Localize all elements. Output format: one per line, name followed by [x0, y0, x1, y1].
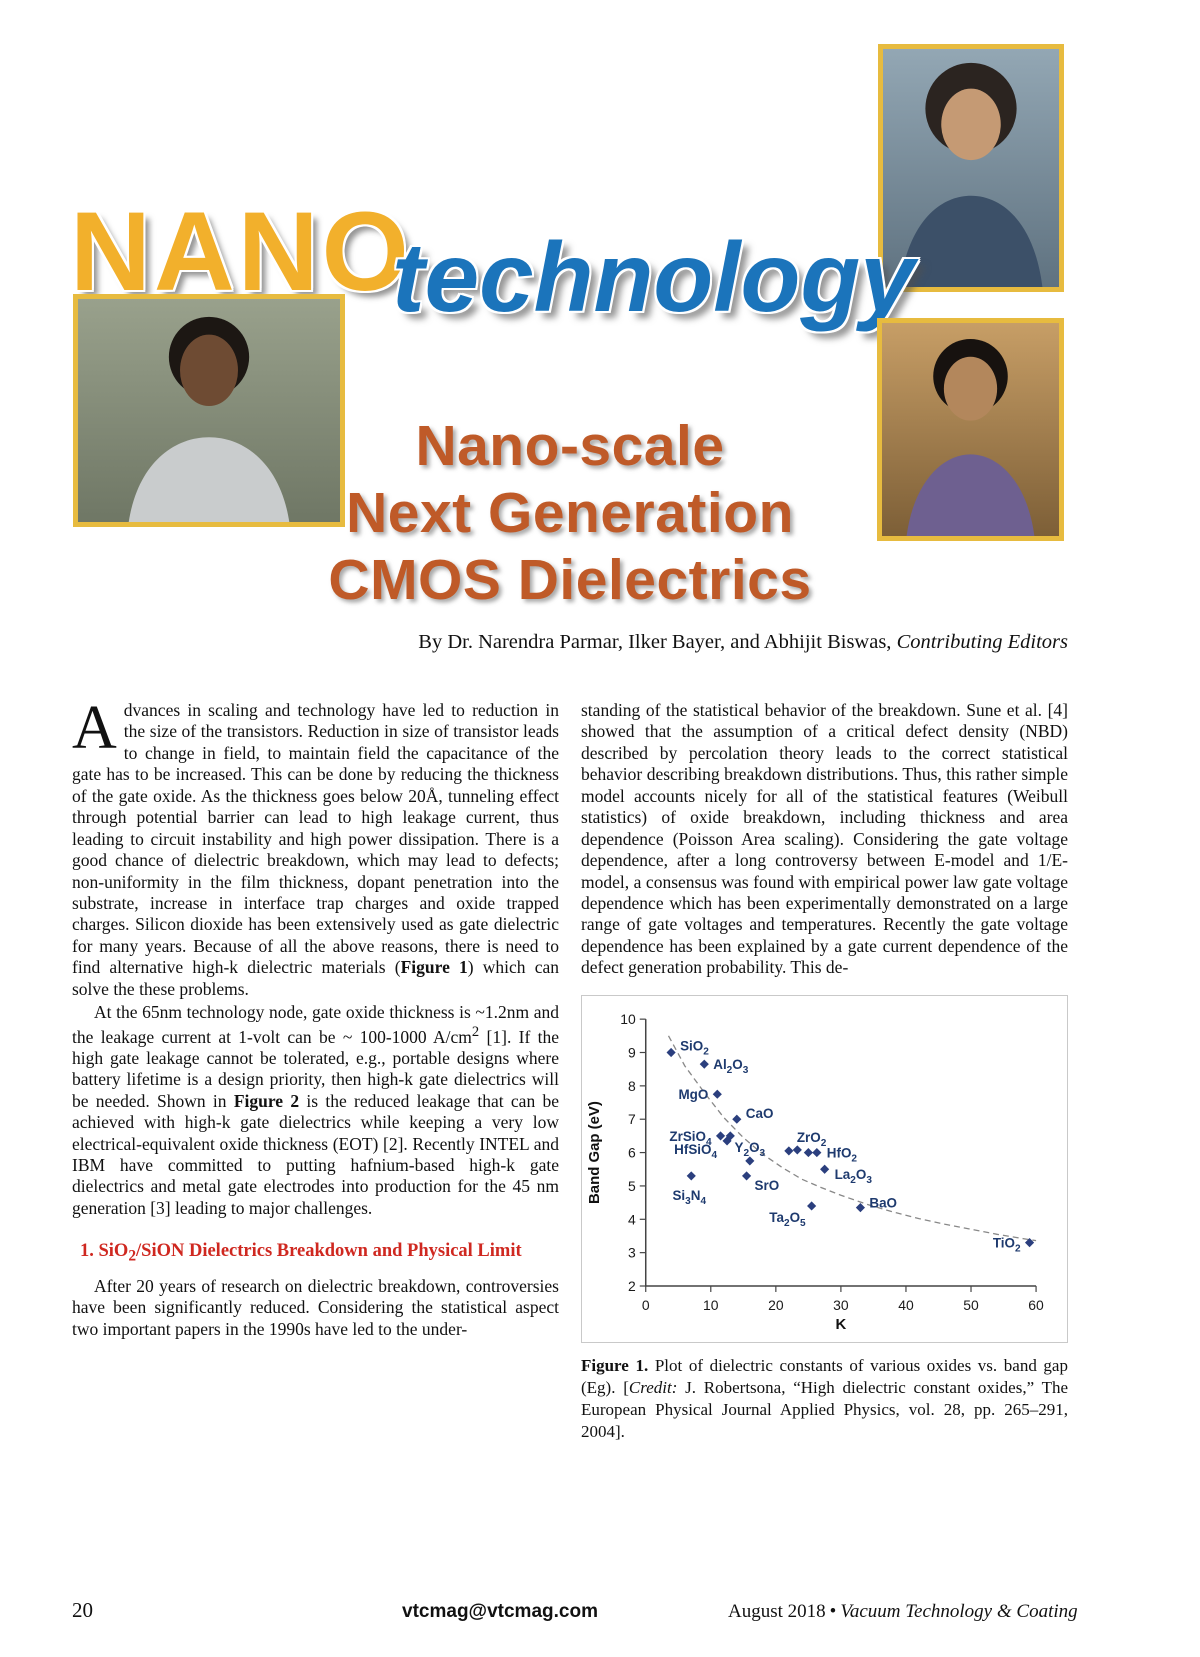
dropcap-a: A: [72, 694, 117, 762]
figure-1-caption: Figure 1. Plot of dielectric constants o…: [581, 1355, 1069, 1441]
svg-text:5: 5: [628, 1178, 636, 1194]
svg-text:Al2O3: Al2O3: [713, 1057, 749, 1076]
svg-text:HfSiO4: HfSiO4: [674, 1142, 717, 1161]
svg-text:0: 0: [642, 1297, 650, 1313]
svg-text:La2O3: La2O3: [835, 1167, 873, 1186]
portrait-placeholder: [882, 323, 1059, 536]
svg-text:SiO2: SiO2: [680, 1038, 709, 1057]
svg-text:3: 3: [628, 1244, 636, 1260]
svg-text:40: 40: [898, 1297, 914, 1313]
photo-contributor-top-right: [878, 44, 1064, 292]
article-title: Nano-scale Next Generation CMOS Dielectr…: [170, 413, 970, 614]
issue-info: August 2018 • Vacuum Technology & Coating: [728, 1601, 1078, 1623]
column-right: standing of the statistical behavior of …: [581, 700, 1068, 1443]
photo-contributor-bottom-right: [877, 318, 1064, 541]
svg-text:2: 2: [628, 1278, 636, 1294]
nanotechnology-logo-technology: technology: [392, 222, 915, 332]
band-gap-vs-k-scatter-chart: 2 3 4 5 6 7 8 9 10 0 10 20 30 40 50 60 Band Gap (eV) K SiO…: [586, 1011, 1044, 1333]
paragraph-1-text: dvances in scaling and technology have l…: [72, 700, 559, 999]
page-number: 20: [72, 1598, 93, 1622]
svg-text:MgO: MgO: [678, 1087, 708, 1102]
page-footer: 20 vtcmag@vtcmag.com August 2018 • Vacuum …: [72, 1598, 1078, 1623]
figure-1: 2 3 4 5 6 7 8 9 10 0 10 20 30 40 50 60 Band Gap (eV) K SiO…: [581, 994, 1068, 1343]
photo-contributor-left: [73, 294, 345, 527]
title-line-2: Next Generation: [346, 481, 794, 545]
magazine-name: Vacuum Technology & Coating: [840, 1601, 1078, 1622]
title-line-1: Nano-scale: [415, 414, 725, 478]
nanotechnology-logo-nano: NANO: [70, 189, 412, 314]
paragraph-3: After 20 years of research on dielectric…: [72, 1276, 559, 1339]
paragraph-2: At the 65nm technology node, gate oxide …: [72, 1002, 559, 1218]
svg-text:Si3N4: Si3N4: [672, 1188, 706, 1207]
svg-text:9: 9: [628, 1044, 636, 1060]
svg-text:ZrSiO4: ZrSiO4: [669, 1129, 712, 1148]
issue-date: August 2018: [728, 1601, 826, 1622]
svg-text:SrO: SrO: [755, 1178, 780, 1193]
bullet-separator: •: [829, 1601, 837, 1622]
svg-text:Band Gap (eV): Band Gap (eV): [586, 1101, 603, 1204]
svg-text:Y2O3: Y2O3: [735, 1140, 766, 1159]
svg-text:7: 7: [628, 1111, 636, 1127]
section-heading-1: 1. SiO2/SiON Dielectrics Breakdown and P…: [80, 1241, 522, 1266]
byline: By Dr. Narendra Parmar, Ilker Bayer, and…: [418, 631, 1068, 654]
svg-text:50: 50: [963, 1297, 979, 1313]
svg-text:K: K: [836, 1316, 847, 1333]
svg-text:BaO: BaO: [869, 1195, 897, 1210]
title-line-3: CMOS Dielectrics: [328, 548, 812, 612]
svg-text:HfO2: HfO2: [827, 1145, 858, 1164]
svg-text:Ta2O5: Ta2O5: [769, 1210, 806, 1229]
svg-text:30: 30: [833, 1297, 849, 1313]
svg-text:10: 10: [620, 1011, 636, 1027]
portrait-placeholder: [883, 49, 1059, 287]
svg-text:20: 20: [768, 1297, 784, 1313]
svg-text:TiO2: TiO2: [993, 1235, 1021, 1254]
svg-text:10: 10: [703, 1297, 719, 1313]
svg-text:8: 8: [628, 1078, 636, 1094]
portrait-placeholder: [78, 299, 340, 522]
paragraph-4: standing of the statistical behavior of …: [581, 700, 1068, 978]
byline-role: Contributing Editors: [896, 631, 1068, 653]
svg-text:ZrO2: ZrO2: [797, 1130, 827, 1149]
contact-email: vtcmag@vtcmag.com: [402, 1601, 598, 1622]
byline-authors: By Dr. Narendra Parmar, Ilker Bayer, and…: [418, 631, 897, 653]
svg-text:60: 60: [1028, 1297, 1044, 1313]
svg-text:4: 4: [628, 1211, 636, 1227]
svg-text:6: 6: [628, 1144, 636, 1160]
svg-text:CaO: CaO: [746, 1106, 774, 1121]
